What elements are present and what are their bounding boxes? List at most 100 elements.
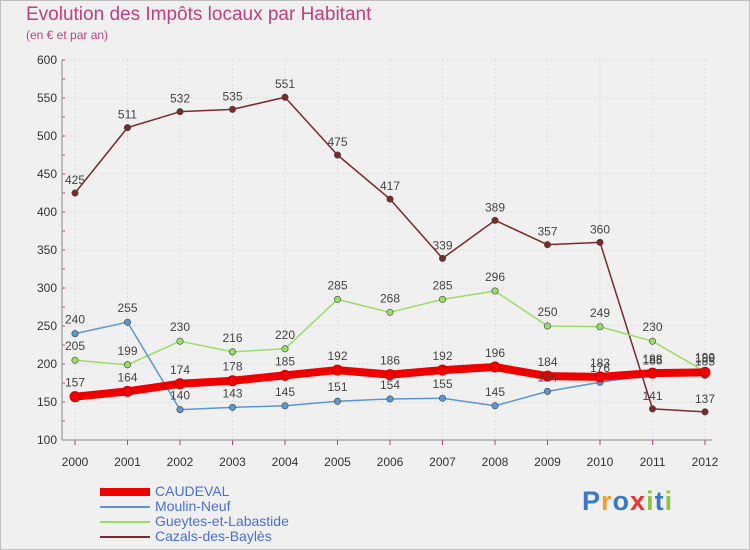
data-label: 532: [170, 92, 190, 106]
x-tick-label: 2001: [114, 455, 141, 469]
data-label: 249: [590, 306, 610, 320]
data-label: 357: [537, 225, 557, 239]
data-label: 184: [537, 355, 557, 369]
logo-letter: i: [664, 486, 674, 516]
x-tick-label: 2005: [324, 455, 351, 469]
legend-label: Moulin-Neuf: [155, 498, 231, 514]
data-point: [124, 124, 132, 132]
data-label: 285: [432, 278, 452, 292]
data-point: [386, 308, 394, 316]
data-label: 141: [642, 389, 662, 403]
data-label: 551: [275, 77, 295, 91]
logo-letter: x: [630, 486, 647, 516]
data-point: [542, 370, 553, 382]
x-tick-label: 2003: [219, 455, 246, 469]
data-label: 176: [590, 361, 610, 375]
data-point: [594, 371, 606, 383]
data-label: 220: [275, 328, 295, 342]
data-point: [596, 323, 604, 331]
data-label: 186: [380, 354, 400, 368]
data-point: [543, 322, 551, 330]
legend-item-gueytes[interactable]: Gueytes-et-Labastide: [100, 513, 360, 529]
data-point: [491, 216, 499, 224]
data-point: [648, 405, 656, 413]
data-point: [122, 385, 133, 397]
data-label: 188: [642, 352, 662, 366]
logo-letter: r: [601, 486, 613, 516]
data-label: 174: [170, 363, 190, 377]
data-label: 285: [327, 278, 347, 292]
data-label: 185: [695, 354, 715, 368]
data-point: [491, 402, 499, 410]
data-point: [699, 366, 711, 378]
data-label: 205: [65, 339, 85, 353]
x-tick-label: 2011: [640, 455, 666, 469]
data-label: 192: [327, 349, 347, 363]
data-label: 535: [222, 89, 242, 103]
data-label: 296: [485, 270, 505, 284]
data-label: 268: [380, 291, 400, 305]
legend-item-moulin-neuf[interactable]: Moulin-Neuf: [100, 498, 360, 514]
legend-item-cazals[interactable]: Cazals-des-Baylès: [100, 528, 360, 544]
legend-swatch: [100, 536, 150, 538]
data-point: [227, 375, 238, 387]
y-tick-label: 350: [37, 243, 57, 257]
data-label: 164: [117, 370, 137, 384]
y-tick-label: 200: [37, 357, 57, 371]
data-point: [384, 369, 396, 381]
data-label: 250: [537, 305, 557, 319]
y-tick-label: 250: [37, 319, 57, 333]
legend-swatch: [100, 506, 150, 508]
data-label: 151: [327, 380, 347, 394]
y-tick-label: 550: [37, 91, 57, 105]
data-point: [647, 367, 658, 379]
data-point: [71, 356, 79, 364]
data-point: [491, 287, 499, 295]
data-point: [229, 105, 237, 113]
x-tick-label: 2010: [587, 455, 614, 469]
data-label: 140: [170, 389, 190, 403]
data-label: 137: [695, 392, 715, 406]
y-tick-label: 150: [37, 395, 57, 409]
data-point: [281, 345, 289, 353]
data-label: 196: [485, 346, 505, 360]
data-point: [71, 189, 79, 197]
data-point: [489, 361, 501, 373]
legend-label: Cazals-des-Baylès: [155, 528, 272, 544]
chart-title: Evolution des Impôts locaux par Habitant: [26, 4, 372, 25]
logo-letter: o: [612, 486, 631, 516]
x-tick-label: 2009: [534, 455, 561, 469]
x-tick-label: 2006: [377, 455, 404, 469]
y-tick-label: 500: [37, 129, 57, 143]
x-tick-label: 2002: [167, 455, 194, 469]
data-point: [124, 318, 132, 326]
x-tick-label: 2008: [482, 455, 509, 469]
data-point: [438, 295, 446, 303]
legend-swatch: [100, 488, 150, 496]
data-point: [333, 295, 341, 303]
data-label: 511: [118, 108, 137, 122]
data-label: 230: [642, 320, 662, 334]
data-point: [124, 361, 132, 369]
data-point: [174, 378, 186, 390]
data-point: [386, 395, 394, 403]
data-label: 154: [380, 378, 400, 392]
x-tick-label: 2012: [692, 455, 719, 469]
chart-legend: CAUDEVAL Moulin-Neuf Gueytes-et-Labastid…: [100, 483, 360, 544]
legend-label: CAUDEVAL: [155, 483, 230, 499]
data-label: 143: [222, 386, 242, 400]
data-point: [281, 93, 289, 101]
legend-label: Gueytes-et-Labastide: [155, 513, 289, 529]
data-point: [279, 369, 291, 381]
data-label: 189: [695, 351, 715, 365]
data-point: [437, 364, 448, 376]
data-point: [332, 364, 343, 376]
data-point: [701, 408, 709, 416]
data-label: 145: [275, 385, 295, 399]
data-point: [333, 397, 341, 405]
legend-item-caudeval[interactable]: CAUDEVAL: [100, 483, 360, 499]
data-label: 164: [537, 370, 557, 384]
data-point: [543, 241, 551, 249]
y-tick-label: 600: [37, 53, 57, 67]
data-point: [229, 348, 237, 356]
